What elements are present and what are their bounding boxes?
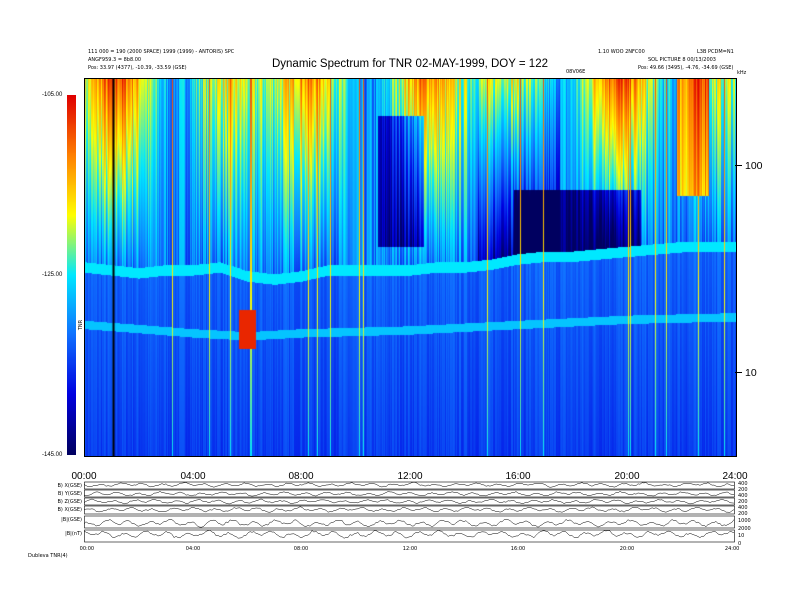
magnetometer-panels xyxy=(84,481,735,543)
header-info-center: 08V06E xyxy=(566,69,586,75)
panel-frame-5 xyxy=(84,515,735,529)
panel-label-3: B) Z(GSE) xyxy=(57,499,82,505)
header-info-right-1: 1.10 WOO 2NFC00 xyxy=(598,49,645,55)
spectrogram-frame xyxy=(84,78,737,457)
panel-x-tick-5: 20:00 xyxy=(619,546,635,552)
colorbar xyxy=(67,95,76,455)
panel-frame-1 xyxy=(84,481,735,490)
panel-x-tick-1: 04:00 xyxy=(185,546,201,552)
panel-trace-1 xyxy=(84,481,735,488)
panel-x-tick-2: 08:00 xyxy=(293,546,309,552)
colorbar-tick-top: -105.00 xyxy=(42,92,63,98)
header-info-right-3: Pos: 49.66 (3495), -4.76, -34.69 (GSE) xyxy=(638,65,734,71)
frequency-unit-label: kHz xyxy=(737,70,747,76)
x-tick-label-0: 00:00 xyxy=(71,471,97,482)
x-tick-label-4: 16:00 xyxy=(505,471,531,482)
panel-label-6: |B|(nT) xyxy=(65,531,82,537)
panel-trace-2 xyxy=(84,491,735,497)
header-info-left-3: Pos: 33.97 (4377), -10.39, -33.59 (GSE) xyxy=(88,65,187,71)
header-info-right-1b: L3B PCDM=N1 xyxy=(697,49,734,55)
x-tick-label-3: 12:00 xyxy=(397,471,423,482)
y-tick-label-10: 10 xyxy=(745,367,757,379)
panel-frame-4 xyxy=(84,505,735,515)
header-info-right-2: SOL PICTURE 8 00/13/2003 xyxy=(648,57,716,63)
header-info-left-1: 111 000 = 190 (2000 SPACE) 1999 (1999) -… xyxy=(88,49,235,55)
y-tick-mark-10 xyxy=(735,372,742,373)
panel-trace-5 xyxy=(84,518,735,528)
panel-x-tick-4: 16:00 xyxy=(510,546,526,552)
panel-label-4: B) X(GSE) xyxy=(57,507,82,513)
panel-frame-2 xyxy=(84,489,735,498)
x-tick-label-6: 24:00 xyxy=(722,471,748,482)
panel-frame-3 xyxy=(84,497,735,506)
panel-right-value-4: 200 xyxy=(738,499,748,505)
x-tick-label-5: 20:00 xyxy=(614,471,640,482)
panel-right-value-6: 200 xyxy=(738,511,748,517)
x-tick-label-1: 04:00 xyxy=(180,471,206,482)
panel-x-tick-0: 00:00 xyxy=(79,546,95,552)
panel-label-2: B) Y(GSE) xyxy=(57,491,82,497)
footer-label: Dubleva TNR(4) xyxy=(28,553,68,559)
panel-trace-4 xyxy=(84,506,735,513)
chart-title: Dynamic Spectrum for TNR 02-MAY-1999, DO… xyxy=(271,58,548,70)
panel-frame-6 xyxy=(84,529,735,543)
spectrogram-plot xyxy=(84,78,736,456)
panel-right-value-7: 1000 xyxy=(738,518,751,524)
header-info-left-2: ANGF959.3 = 8b8.00 xyxy=(88,57,142,63)
panel-right-value-3: 400 xyxy=(738,493,748,499)
colorbar-tick-bottom: -145.00 xyxy=(42,452,63,458)
y-tick-mark-100 xyxy=(735,165,742,166)
panel-right-value-8: 2000 xyxy=(738,526,751,532)
panel-trace-6 xyxy=(84,529,735,539)
y-tick-label-100: 100 xyxy=(745,160,763,172)
panel-label-5: |B|(GSE) xyxy=(61,517,82,523)
x-tick-label-2: 08:00 xyxy=(288,471,314,482)
panel-label-1: B) X(GSE) xyxy=(57,483,82,489)
panel-x-tick-6: 24:00 xyxy=(724,546,740,552)
panel-right-value-2: 200 xyxy=(738,487,748,493)
panel-right-value-5: 400 xyxy=(738,505,748,511)
panel-right-value-10: 0 xyxy=(738,541,742,547)
panel-x-tick-3: 12:00 xyxy=(402,546,418,552)
colorbar-tick-mid: -125.00 xyxy=(42,272,63,278)
panel-right-value-1: 400 xyxy=(738,481,748,487)
panel-trace-3 xyxy=(84,498,735,505)
panel-right-value-9: 10 xyxy=(738,533,745,539)
